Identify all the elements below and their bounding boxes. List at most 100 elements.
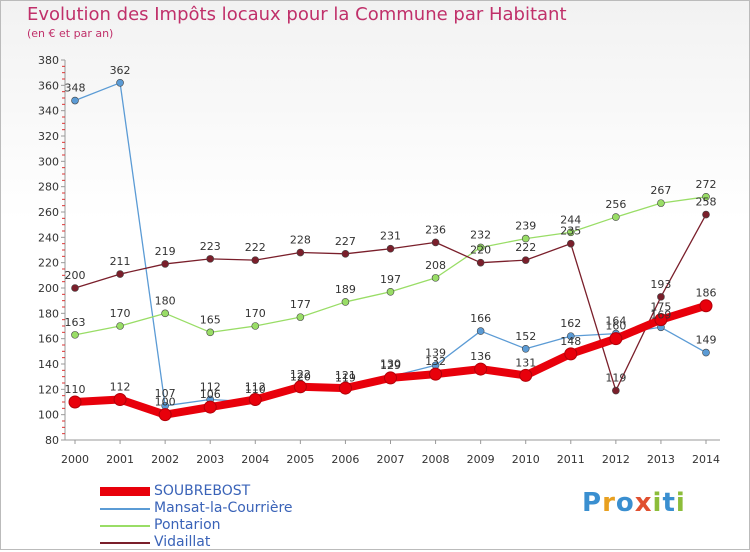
data-label-vidaillat: 211 [110,255,131,268]
data-point-pontarion [116,322,124,330]
y-tick-label: 320 [38,130,59,143]
legend-label: SOUBREBOST [154,483,251,499]
data-label-vidaillat: 200 [65,269,86,282]
data-label-soubrebost: 186 [696,287,717,300]
data-point-soubrebost [384,371,397,385]
data-point-soubrebost [609,332,623,346]
logo-letter: i [652,488,663,518]
data-point-mansat-la-courri-re [476,327,485,335]
data-point-soubrebost [248,392,262,406]
data-label-pontarion: 208 [425,259,446,272]
legend-swatch [100,525,150,527]
y-tick-label: 220 [38,257,59,270]
data-label-vidaillat: 222 [515,241,536,254]
data-point-mansat-la-courri-re [702,348,710,357]
data-label-soubrebost: 136 [470,350,491,363]
data-label-mansat-la-courri-re: 139 [425,346,446,359]
y-tick-label: 240 [38,231,59,244]
data-label-mansat-la-courri-re: 130 [380,358,401,371]
data-label-soubrebost: 112 [110,380,131,393]
data-label-vidaillat: 222 [245,241,266,254]
x-tick-label: 2005 [286,453,314,466]
y-tick-label: 160 [38,333,59,346]
data-label-mansat-la-courri-re: 107 [155,387,176,400]
x-tick-label: 2008 [422,453,450,466]
data-point-pontarion [476,243,485,252]
data-label-mansat-la-courri-re: 169 [650,308,671,321]
data-point-pontarion [521,234,530,243]
x-tick-label: 2010 [512,453,540,466]
x-tick-label: 2004 [241,453,269,466]
data-point-soubrebost [429,367,443,381]
data-label-soubrebost: 175 [650,301,671,314]
data-point-pontarion [702,193,710,201]
data-point-pontarion [71,331,79,339]
data-label-vidaillat: 193 [650,278,671,291]
data-point-vidaillat [386,244,395,253]
x-tick-label: 2013 [647,453,675,466]
data-label-pontarion: 163 [65,316,86,329]
data-point-vidaillat [431,238,440,247]
data-label-mansat-la-courri-re: 166 [470,312,491,325]
y-tick-label: 200 [38,282,59,295]
data-point-soubrebost [699,299,713,313]
y-tick-label: 80 [45,434,59,447]
y-tick-label: 280 [38,181,59,194]
data-label-vidaillat: 235 [560,225,581,238]
data-label-mansat-la-courri-re: 152 [515,330,536,343]
data-point-mansat-la-courri-re [521,344,530,353]
data-point-pontarion [657,199,665,207]
y-tick-label: 300 [38,155,59,168]
chart-title: Evolution des Impôts locaux pour la Comm… [27,4,567,25]
logo-letter: r [602,488,616,518]
data-label-vidaillat: 231 [380,230,401,243]
data-label-pontarion: 232 [470,228,491,241]
data-point-soubrebost [158,408,172,422]
data-label-soubrebost: 160 [605,320,626,333]
x-tick-label: 2000 [61,453,89,466]
logo-letter: o [615,488,635,518]
data-label-pontarion: 189 [335,283,356,296]
data-label-pontarion: 256 [605,198,626,211]
data-label-vidaillat: 236 [425,223,446,236]
data-label-pontarion: 177 [290,298,311,311]
data-point-pontarion [296,313,305,321]
data-point-pontarion [612,213,620,221]
data-label-mansat-la-courri-re: 362 [110,64,131,77]
y-tick-label: 380 [38,54,59,67]
data-label-soubrebost: 132 [425,355,446,368]
data-point-pontarion [341,298,350,306]
x-tick-label: 2002 [151,453,179,466]
data-label-pontarion: 244 [560,213,581,226]
data-label-vidaillat: 223 [200,240,221,253]
data-label-vidaillat: 220 [470,244,491,257]
x-tick-label: 2012 [602,453,630,466]
x-tick-label: 2007 [377,453,405,466]
data-label-vidaillat: 219 [155,245,176,258]
data-point-soubrebost [564,347,578,361]
data-label-mansat-la-courri-re: 110 [245,383,266,396]
data-label-vidaillat: 227 [335,235,356,248]
y-tick-label: 360 [38,79,59,92]
data-label-soubrebost: 100 [155,396,176,409]
legend-label: Vidaillat [154,534,211,550]
data-label-pontarion: 197 [380,273,401,286]
data-point-vidaillat [251,256,260,264]
data-label-mansat-la-courri-re: 162 [560,317,581,330]
data-label-soubrebost: 110 [65,383,86,396]
y-tick-label: 140 [38,358,59,371]
x-tick-label: 2011 [557,453,585,466]
data-label-pontarion: 165 [200,313,221,326]
data-point-vidaillat [71,284,79,292]
data-label-soubrebost: 122 [290,368,311,381]
data-point-pontarion [161,309,169,318]
data-label-pontarion: 180 [155,294,176,307]
data-point-soubrebost [68,395,82,409]
data-point-vidaillat [161,260,169,268]
data-point-pontarion [386,287,395,296]
legend-label: Pontarion [154,517,221,533]
data-point-vidaillat [206,255,215,263]
data-label-mansat-la-courri-re: 149 [696,334,717,347]
